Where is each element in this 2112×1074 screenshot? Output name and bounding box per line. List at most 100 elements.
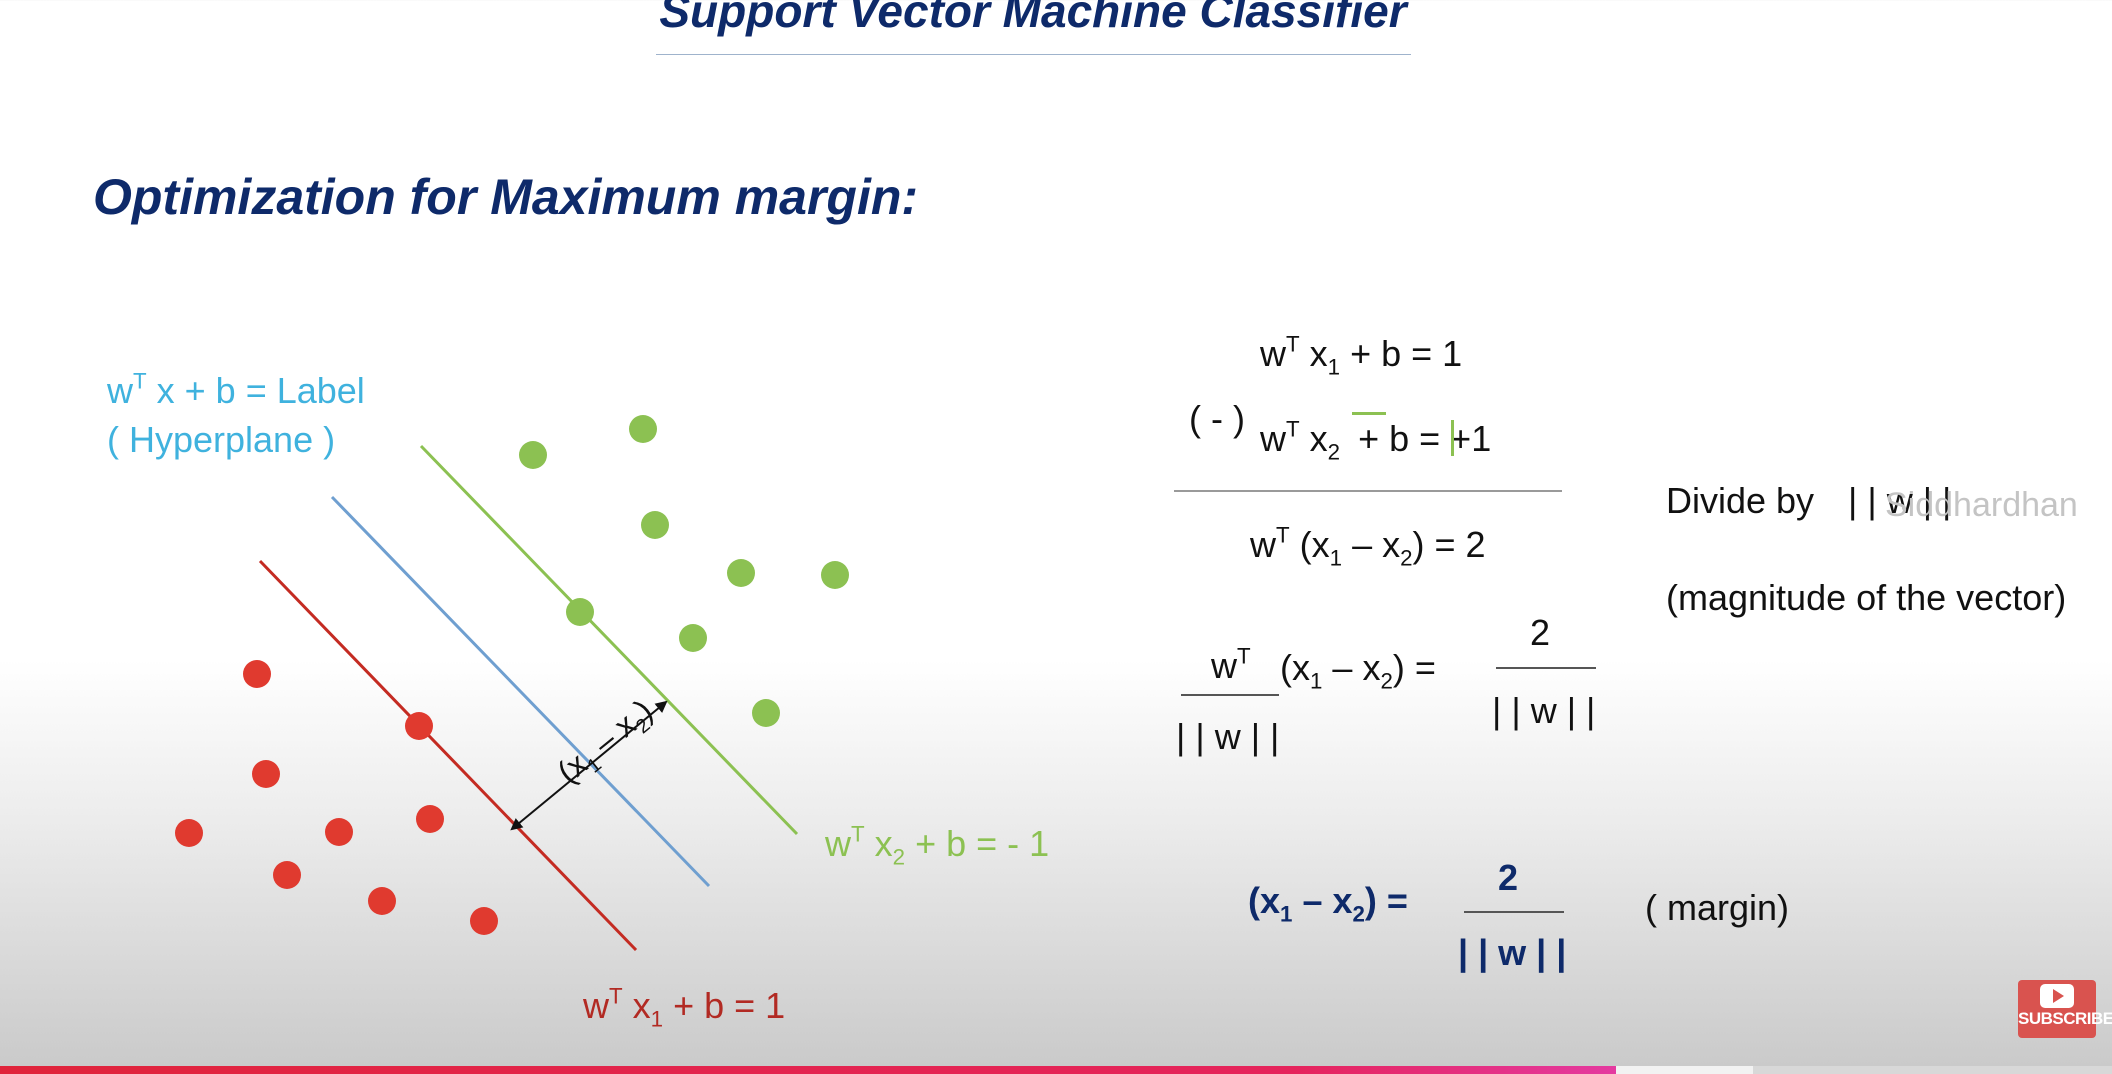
- subscribe-button[interactable]: SUBSCRIBE: [2018, 980, 2112, 1038]
- eq-transpose: T: [1286, 331, 1300, 357]
- eq-plus: +: [1358, 418, 1380, 459]
- positive-margin-line: [419, 444, 799, 836]
- margin-fraction-bar: [1464, 911, 1564, 913]
- eq-w: w: [1211, 645, 1237, 686]
- eq-w: w: [1260, 333, 1286, 374]
- negative-point: [273, 861, 301, 889]
- subscribe-label: SUBSCRIBE: [2018, 1009, 2112, 1028]
- eq-x: x: [1299, 333, 1328, 374]
- equation-positive-support: wT x1 + b = 1: [1260, 331, 1463, 378]
- fraction-difference: (x1 – x2) =: [1280, 647, 1436, 692]
- eq-subscript: 1: [1280, 901, 1293, 927]
- eq-transpose: T: [133, 368, 147, 394]
- eq-transpose: T: [609, 983, 623, 1009]
- eq-part: ) =: [1392, 647, 1436, 688]
- slide-title: Support Vector Machine Classifier: [659, 0, 1407, 37]
- eq-transpose: T: [1237, 643, 1251, 669]
- negative-point: [405, 712, 433, 740]
- rhs-numerator: 2: [1530, 612, 1551, 653]
- eq-subscript: 2: [892, 844, 906, 870]
- progress-played: [0, 1066, 1616, 1074]
- progress-buffered: [1616, 1066, 1753, 1074]
- margin-result-numerator: 2: [1498, 857, 1519, 898]
- play-icon: [2040, 984, 2074, 1008]
- negative-point: [470, 907, 498, 935]
- eq-w: w: [825, 823, 851, 864]
- eq-part: (x: [1280, 647, 1310, 688]
- eq-rest: + b = - 1: [905, 823, 1050, 864]
- margin-result-lhs: (x1 – x2) =: [1248, 880, 1408, 925]
- positive-point: [566, 598, 594, 626]
- eq-part: ) =: [1364, 880, 1408, 921]
- eq-x: x: [864, 823, 893, 864]
- eq-part: ) = 2: [1412, 524, 1486, 565]
- margin-note: ( margin): [1645, 887, 1790, 928]
- negative-points: [175, 660, 498, 935]
- hyperplane-caption: ( Hyperplane ): [107, 419, 336, 460]
- hyperplane-line: [330, 495, 711, 888]
- positive-margin-equation: wT x2 + b = - 1: [825, 821, 1050, 868]
- rhs-fraction-bar: [1496, 667, 1596, 669]
- eq-part: – x: [1342, 524, 1401, 565]
- eq-subscript: 1: [1310, 668, 1323, 694]
- eq-transpose: T: [851, 821, 865, 847]
- norm-w: | | w | |: [1848, 480, 1952, 521]
- negative-point: [325, 818, 353, 846]
- positive-point: [679, 624, 707, 652]
- rhs-denominator: | | w | |: [1492, 690, 1596, 731]
- eq-rest: + b = 1: [663, 985, 786, 1026]
- eq-w: w: [1260, 418, 1286, 459]
- negative-point: [368, 887, 396, 915]
- eq-subscript: 2: [1400, 545, 1413, 571]
- negative-point: [175, 819, 203, 847]
- eq-x: x: [1299, 418, 1328, 459]
- eq-value: 1: [1471, 418, 1492, 459]
- eq-sign: +: [1450, 418, 1472, 459]
- positive-points: [519, 415, 849, 727]
- eq-rest: x + b = Label: [146, 370, 365, 411]
- eq-x: x: [622, 985, 651, 1026]
- equation-negative-support: wT x2 + b = +1: [1260, 412, 1492, 463]
- sign-overstrike: [1451, 420, 1455, 456]
- fraction-bar: [1181, 694, 1279, 696]
- eq-subscript: 2: [1380, 668, 1393, 694]
- equation-difference: wT (x1 – x2) = 2: [1250, 522, 1486, 569]
- eq-subscript: 1: [1329, 545, 1343, 571]
- label-part: (x: [550, 745, 594, 791]
- fraction-denominator: | | w | |: [1176, 716, 1280, 757]
- margin-distance-label: (x1 – x2): [550, 692, 660, 791]
- hyperplane-equation: wT x + b = Label: [107, 370, 365, 412]
- title-underline: [656, 54, 1411, 55]
- eq-w: w: [583, 985, 609, 1026]
- eq-transpose: T: [1276, 522, 1290, 548]
- eq-part: (x: [1248, 880, 1281, 921]
- minus-overstrike: [1352, 412, 1387, 415]
- eq-subscript: 2: [1352, 901, 1365, 927]
- positive-point: [641, 511, 669, 539]
- positive-point: [629, 415, 657, 443]
- eq-rest: + b = 1: [1340, 333, 1463, 374]
- positive-point: [727, 559, 755, 587]
- eq-w: w: [107, 370, 133, 411]
- magnitude-note: (magnitude of the vector): [1666, 577, 2067, 618]
- negative-margin-equation: wT x1 + b = 1: [583, 983, 786, 1030]
- eq-part: (x: [1289, 524, 1330, 565]
- eq-w: w: [1250, 524, 1276, 565]
- negative-point: [243, 660, 271, 688]
- positive-point: [821, 561, 849, 589]
- subtraction-rule: [1174, 490, 1562, 492]
- divide-by-text: Divide by: [1666, 480, 1815, 521]
- section-heading: Optimization for Maximum margin:: [93, 169, 919, 225]
- eq-part: – x: [1322, 647, 1381, 688]
- positive-point: [752, 699, 780, 727]
- eq-rest: b =: [1379, 418, 1451, 459]
- eq-part: – x: [1292, 880, 1353, 921]
- eq-subscript: 1: [650, 1006, 664, 1032]
- subtract-sign: ( - ): [1189, 398, 1245, 439]
- eq-subscript: 1: [1327, 354, 1341, 380]
- eq-transpose: T: [1286, 416, 1300, 442]
- fraction-numerator-w: wT: [1211, 645, 1251, 687]
- eq-subscript: 2: [1327, 439, 1341, 465]
- negative-point: [252, 760, 280, 788]
